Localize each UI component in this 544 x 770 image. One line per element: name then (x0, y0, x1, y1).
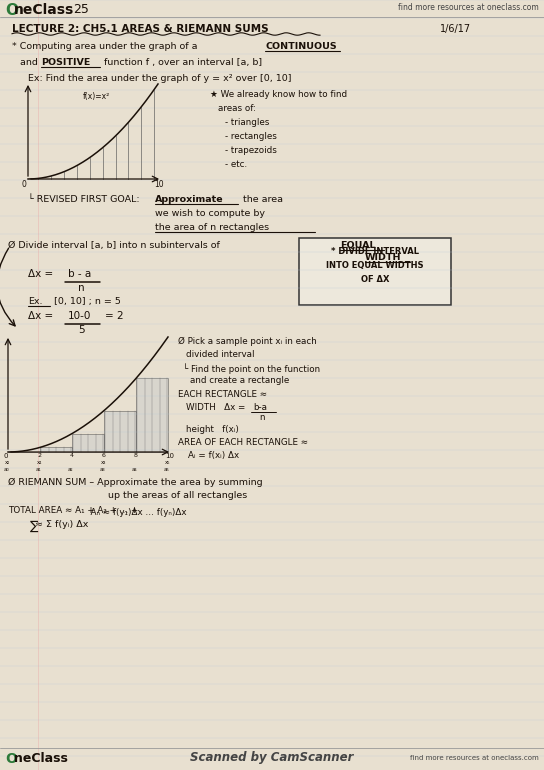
Text: O: O (5, 3, 18, 18)
Text: ≈ Σ f(yᵢ) Δx: ≈ Σ f(yᵢ) Δx (35, 520, 88, 529)
Text: the area: the area (240, 195, 283, 204)
Text: x₂: x₂ (5, 460, 11, 465)
Text: b - a: b - a (68, 269, 91, 279)
Bar (136, 378, 168, 452)
Text: a₂: a₂ (67, 467, 73, 472)
Text: [0, 10] ; n = 5: [0, 10] ; n = 5 (54, 297, 121, 306)
Text: Aₙ ≈ f(y₁)Δx … f(yₙ)Δx: Aₙ ≈ f(y₁)Δx … f(yₙ)Δx (8, 508, 187, 517)
Text: and create a rectangle: and create a rectangle (190, 376, 289, 385)
Bar (104, 410, 136, 452)
Text: Aᵢ = f(xᵢ) Δx: Aᵢ = f(xᵢ) Δx (188, 451, 239, 460)
Text: * Computing area under the graph of a: * Computing area under the graph of a (12, 42, 197, 51)
Text: INTO EQUAL WIDTHS: INTO EQUAL WIDTHS (326, 261, 424, 270)
Text: the area of n rectangles: the area of n rectangles (155, 223, 269, 232)
Text: 0: 0 (22, 180, 27, 189)
Text: b-a: b-a (253, 403, 267, 412)
Text: 6: 6 (102, 453, 108, 458)
Text: O: O (5, 752, 17, 766)
Text: areas of:: areas of: (218, 104, 256, 113)
Text: Ø Pick a sample point xᵢ in each: Ø Pick a sample point xᵢ in each (178, 337, 317, 346)
Text: Approximate: Approximate (155, 195, 224, 204)
Text: WIDTH: WIDTH (365, 253, 401, 262)
Text: 10-0: 10-0 (68, 311, 91, 321)
Text: x₅: x₅ (165, 460, 171, 465)
Text: a₄: a₄ (131, 467, 137, 472)
Bar (72, 434, 104, 452)
Text: 4: 4 (70, 453, 74, 458)
Text: CONTINUOUS: CONTINUOUS (265, 42, 337, 51)
Text: - trapezoids: - trapezoids (225, 146, 277, 155)
Text: ∑: ∑ (30, 520, 39, 533)
Text: * DIVIDE INTERVAL: * DIVIDE INTERVAL (331, 247, 419, 256)
Text: Ø Divide interval [a, b] into n subintervals of: Ø Divide interval [a, b] into n subinter… (8, 241, 220, 250)
Text: n: n (78, 283, 85, 293)
Text: 5: 5 (78, 325, 85, 335)
Text: WIDTH   Δx =: WIDTH Δx = (186, 403, 245, 412)
Text: and: and (20, 58, 41, 67)
Text: a₅: a₅ (163, 467, 169, 472)
Text: - etc.: - etc. (225, 160, 247, 169)
Text: 0: 0 (3, 453, 8, 459)
Text: POSITIVE: POSITIVE (41, 58, 90, 67)
Text: 10: 10 (165, 453, 174, 459)
Text: Scanned by CamScanner: Scanned by CamScanner (190, 751, 354, 764)
Text: 25: 25 (73, 3, 89, 16)
Text: LECTURE 2: CH5.1 AREAS & RIEMANN SUMS: LECTURE 2: CH5.1 AREAS & RIEMANN SUMS (12, 24, 269, 34)
Text: x₃: x₃ (101, 460, 107, 465)
Text: f(x)=x²: f(x)=x² (83, 92, 110, 101)
Text: we wish to compute by: we wish to compute by (155, 209, 265, 218)
Text: find more resources at oneclass.com: find more resources at oneclass.com (410, 755, 539, 761)
Text: 10: 10 (154, 180, 164, 189)
Text: └ Find the point on the function: └ Find the point on the function (183, 363, 320, 373)
Text: Ø RIEMANN SUM – Approximate the area by summing: Ø RIEMANN SUM – Approximate the area by … (8, 478, 263, 487)
Text: TOTAL AREA ≈ A₁ + A₂ + … +: TOTAL AREA ≈ A₁ + A₂ + … + (8, 506, 138, 515)
Text: OF ΔX: OF ΔX (361, 275, 390, 284)
Text: 2: 2 (38, 453, 42, 458)
Text: function f , over an interval [a, b]: function f , over an interval [a, b] (101, 58, 262, 67)
Text: 8: 8 (134, 453, 138, 458)
Text: └ REVISED FIRST GOAL:: └ REVISED FIRST GOAL: (28, 195, 140, 204)
Text: Δx =: Δx = (28, 311, 53, 321)
FancyBboxPatch shape (299, 238, 451, 305)
Text: divided interval: divided interval (186, 350, 255, 359)
Text: Δx =: Δx = (28, 269, 53, 279)
Text: ★ We already know how to find: ★ We already know how to find (210, 90, 347, 99)
Text: neClass: neClass (14, 3, 74, 17)
Text: a₁: a₁ (35, 467, 41, 472)
Text: Ex.: Ex. (28, 297, 42, 306)
Text: EACH RECTANGLE ≈: EACH RECTANGLE ≈ (178, 390, 267, 399)
Text: = 2: = 2 (105, 311, 123, 321)
Text: height   f(xᵢ): height f(xᵢ) (186, 425, 239, 434)
Text: Ex: Find the area under the graph of y = x² over [0, 10]: Ex: Find the area under the graph of y =… (28, 74, 292, 83)
Bar (40, 447, 72, 452)
Text: x₄: x₄ (38, 460, 42, 465)
Text: up the areas of all rectangles: up the areas of all rectangles (108, 491, 248, 500)
Text: a₃: a₃ (99, 467, 105, 472)
Text: AREA OF EACH RECTANGLE ≈: AREA OF EACH RECTANGLE ≈ (178, 438, 308, 447)
Text: find more resources at oneclass.com: find more resources at oneclass.com (398, 3, 539, 12)
Text: a₀: a₀ (3, 467, 9, 472)
Text: neClass: neClass (14, 752, 68, 765)
Text: EQUAL: EQUAL (340, 241, 375, 250)
Text: n: n (259, 413, 264, 422)
Text: - triangles: - triangles (225, 118, 269, 127)
Text: 1/6/17: 1/6/17 (440, 24, 471, 34)
Text: - rectangles: - rectangles (225, 132, 277, 141)
